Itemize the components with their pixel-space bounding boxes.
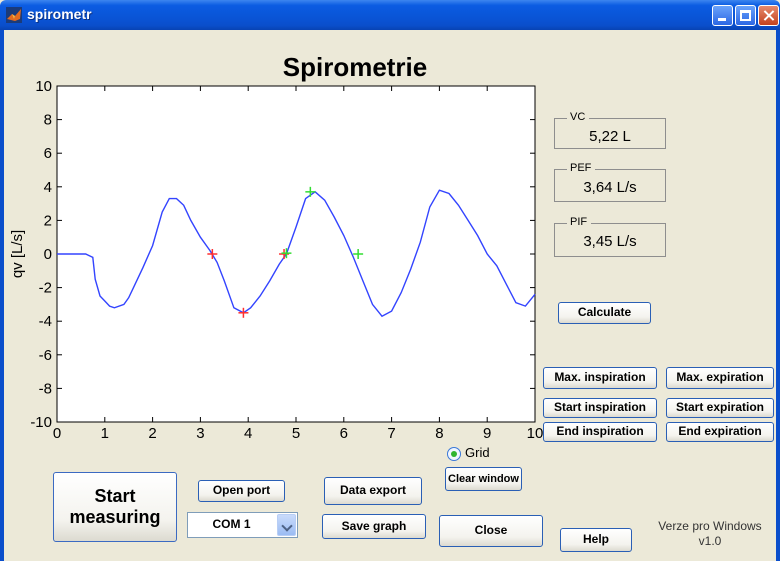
x-tick-label: 9 — [483, 425, 491, 442]
x-tick-label: 5 — [292, 425, 300, 442]
window-frame-right — [776, 30, 780, 561]
chart-ticks: 0 1 2 3 4 5 6 7 8 9 10 10 8 6 4 2 0 -2 -4 -6 -8 -10 — [30, 78, 543, 442]
x-tick-label: 6 — [340, 425, 348, 442]
close-window-button[interactable] — [758, 5, 779, 26]
vc-value: 5,22 L — [589, 128, 631, 145]
chart-series — [57, 189, 536, 318]
start-measuring-button[interactable]: Start measuring — [53, 472, 177, 542]
pif-label: PIF — [569, 215, 589, 229]
pef-label: PEF — [569, 161, 593, 175]
pef-result-box: PEF 3,64 L/s — [554, 161, 666, 202]
close-button[interactable]: Close — [439, 515, 543, 547]
clear-window-button[interactable]: Clear window — [445, 467, 522, 491]
marker-point — [305, 186, 316, 197]
x-tick-label: 10 — [527, 425, 544, 442]
end-expiration-button[interactable]: End expiration — [666, 422, 774, 442]
marker-point — [353, 249, 364, 259]
x-tick-label: 8 — [435, 425, 443, 442]
x-tick-label: 0 — [53, 425, 61, 442]
data-export-button[interactable]: Data export — [324, 477, 422, 505]
open-port-button[interactable]: Open port — [198, 480, 285, 502]
window-title: spirometr — [27, 6, 92, 22]
y-tick-label: 6 — [44, 145, 52, 162]
pef-value: 3,64 L/s — [583, 179, 637, 196]
y-tick-label: -4 — [39, 313, 52, 330]
marker-point — [207, 249, 218, 259]
y-tick-label: 10 — [35, 78, 52, 95]
minimize-button[interactable] — [712, 5, 733, 26]
y-tick-label: -2 — [39, 280, 52, 297]
version-line-1: Verze pro Windows — [658, 519, 762, 533]
max-expiration-button[interactable]: Max. expiration — [666, 367, 774, 389]
com-port-select[interactable]: COM 1 — [187, 512, 298, 538]
x-tick-label: 3 — [196, 425, 204, 442]
title-bar[interactable]: spirometr — [0, 0, 780, 30]
chart-markers — [207, 186, 364, 318]
y-tick-label: -8 — [39, 380, 52, 397]
figure-title: Spirometrie — [282, 52, 428, 82]
start-expiration-button[interactable]: Start expiration — [666, 398, 774, 418]
vc-result-box: VC 5,22 L — [554, 110, 666, 149]
com-port-value: COM 1 — [212, 517, 251, 531]
x-tick-label: 4 — [244, 425, 252, 442]
y-tick-label: -6 — [39, 347, 52, 364]
pif-value: 3,45 L/s — [583, 233, 637, 250]
flow-series-line — [57, 189, 536, 318]
start-inspiration-button[interactable]: Start inspiration — [543, 398, 657, 418]
grid-label: Grid — [465, 445, 490, 460]
maximize-button[interactable] — [735, 5, 756, 26]
calculate-button[interactable]: Calculate — [558, 302, 651, 324]
max-inspiration-button[interactable]: Max. inspiration — [543, 367, 657, 389]
y-tick-label: 8 — [44, 112, 52, 129]
version-info: Verze pro Windows v1.0 — [650, 519, 770, 549]
x-tick-label: 7 — [387, 425, 395, 442]
y-tick-label: 4 — [44, 179, 52, 196]
chevron-down-icon[interactable] — [277, 514, 296, 536]
x-tick-label: 1 — [101, 425, 109, 442]
save-graph-button[interactable]: Save graph — [322, 514, 426, 539]
matlab-app-icon — [6, 7, 22, 23]
marker-point — [281, 248, 292, 259]
grid-radio-button[interactable] — [447, 447, 461, 461]
window-frame-left — [0, 30, 4, 561]
marker-point — [279, 249, 290, 259]
vc-label: VC — [569, 110, 587, 124]
y-tick-label: -10 — [30, 414, 52, 431]
y-axis-label: qv [L/s] — [9, 230, 26, 278]
version-line-2: v1.0 — [698, 534, 722, 548]
y-tick-label: 0 — [44, 246, 52, 263]
help-button[interactable]: Help — [560, 528, 632, 552]
x-tick-label: 2 — [148, 425, 156, 442]
end-inspiration-button[interactable]: End inspiration — [543, 422, 657, 442]
pif-result-box: PIF 3,45 L/s — [554, 215, 666, 257]
marker-point — [238, 307, 249, 318]
plot-area — [56, 85, 536, 423]
y-tick-label: 2 — [44, 212, 52, 229]
